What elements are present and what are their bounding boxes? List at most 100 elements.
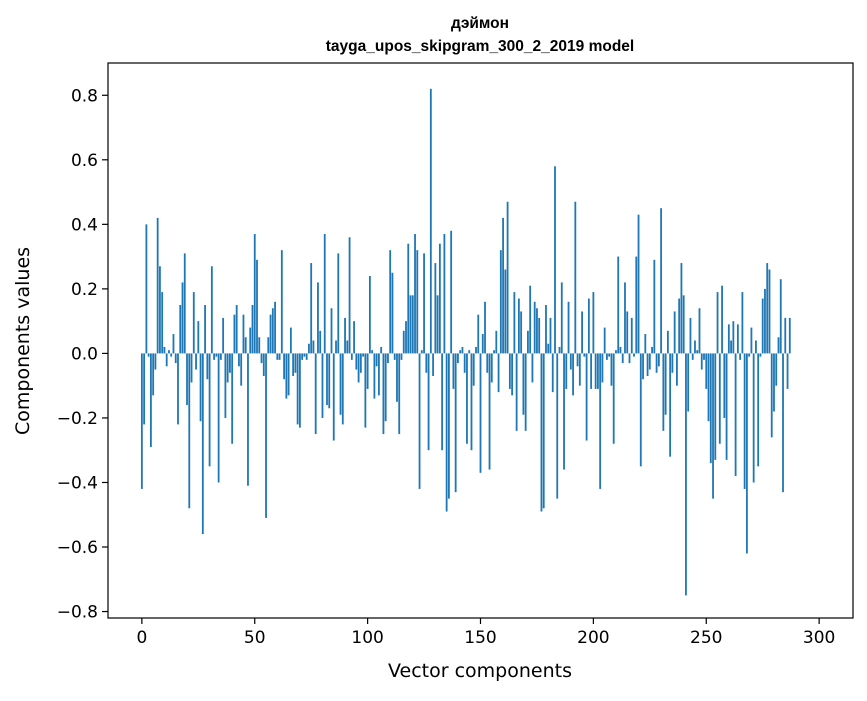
- bar: [319, 330, 322, 354]
- bar: [547, 343, 550, 354]
- bar: [504, 269, 507, 354]
- bar: [709, 353, 712, 464]
- bar: [768, 269, 771, 354]
- bar: [556, 353, 559, 499]
- bar: [265, 353, 267, 518]
- bar: [224, 353, 227, 418]
- bar: [305, 353, 308, 360]
- bar: [337, 253, 340, 354]
- bar: [226, 353, 229, 383]
- x-tick-label: 0: [136, 628, 147, 648]
- bar: [522, 353, 525, 415]
- bar: [314, 353, 317, 435]
- bar: [576, 353, 579, 367]
- bar: [655, 353, 658, 373]
- bar: [371, 350, 374, 354]
- bar: [745, 353, 748, 554]
- bar: [452, 353, 455, 389]
- bar: [612, 353, 615, 444]
- bar: [152, 353, 155, 396]
- bar: [533, 301, 536, 354]
- bar: [493, 350, 495, 354]
- bar: [775, 353, 778, 386]
- bar: [463, 353, 466, 373]
- bar: [712, 353, 714, 499]
- bar: [149, 353, 152, 447]
- bar: [642, 353, 644, 380]
- bar: [630, 317, 633, 354]
- bar: [373, 353, 376, 399]
- bar: [486, 353, 489, 373]
- bar: [298, 353, 301, 428]
- bar: [560, 282, 563, 354]
- bar: [653, 259, 656, 354]
- bar: [515, 353, 518, 431]
- bar: [247, 353, 249, 486]
- bar: [400, 353, 403, 360]
- bar: [635, 256, 638, 354]
- bar: [517, 298, 520, 354]
- bar: [249, 327, 252, 354]
- bar: [592, 292, 595, 354]
- bar: [204, 305, 206, 354]
- bar: [644, 334, 647, 354]
- bar: [603, 327, 606, 354]
- bar: [398, 353, 401, 435]
- bar: [551, 353, 554, 393]
- bar: [648, 353, 651, 370]
- x-axis-label: Vector components: [388, 660, 572, 682]
- bar: [554, 166, 556, 354]
- bar: [427, 353, 430, 451]
- bar: [490, 353, 493, 383]
- bar: [438, 243, 441, 354]
- bar: [256, 259, 258, 354]
- bar: [294, 353, 297, 373]
- bar: [558, 346, 561, 354]
- bar: [445, 353, 448, 512]
- bar: [328, 353, 331, 409]
- bar: [429, 88, 432, 354]
- bar: [707, 353, 710, 422]
- bar: [723, 353, 726, 418]
- x-tick-label: 300: [803, 628, 835, 648]
- bar: [183, 253, 186, 354]
- y-tick-label: −0.8: [57, 603, 98, 623]
- bar: [186, 353, 188, 406]
- bar: [378, 353, 380, 396]
- bar: [335, 340, 337, 354]
- bar: [472, 353, 475, 386]
- bar: [177, 353, 179, 425]
- bar: [244, 337, 247, 354]
- bar: [312, 340, 315, 354]
- bar: [750, 327, 753, 354]
- bar: [425, 353, 428, 373]
- bar: [572, 353, 574, 396]
- bar: [353, 321, 355, 354]
- bar: [628, 353, 631, 364]
- bar: [705, 353, 708, 389]
- bar: [748, 353, 751, 357]
- bar: [387, 353, 389, 364]
- bars-layer: [140, 88, 791, 596]
- bar: [470, 353, 473, 451]
- bar: [447, 353, 450, 499]
- bar: [217, 353, 220, 483]
- bar: [766, 263, 769, 354]
- bar: [608, 353, 611, 357]
- x-axis-ticks: 0 50 100 150 200 250 300: [136, 618, 835, 648]
- bar: [195, 353, 197, 370]
- bar: [617, 256, 620, 354]
- bar: [402, 330, 405, 354]
- bar: [339, 353, 342, 415]
- bar: [418, 353, 421, 489]
- y-axis-ticks: −0.8 −0.6 −0.4 −0.2 0.0 0.2 0.4 0.6 0.8: [57, 86, 108, 623]
- y-tick-label: −0.6: [57, 538, 98, 558]
- bar: [531, 353, 534, 383]
- bar: [565, 353, 568, 389]
- x-tick-label: 200: [577, 628, 609, 648]
- bar: [698, 308, 701, 354]
- bar: [357, 353, 360, 383]
- bar: [511, 353, 514, 396]
- bar: [206, 353, 209, 380]
